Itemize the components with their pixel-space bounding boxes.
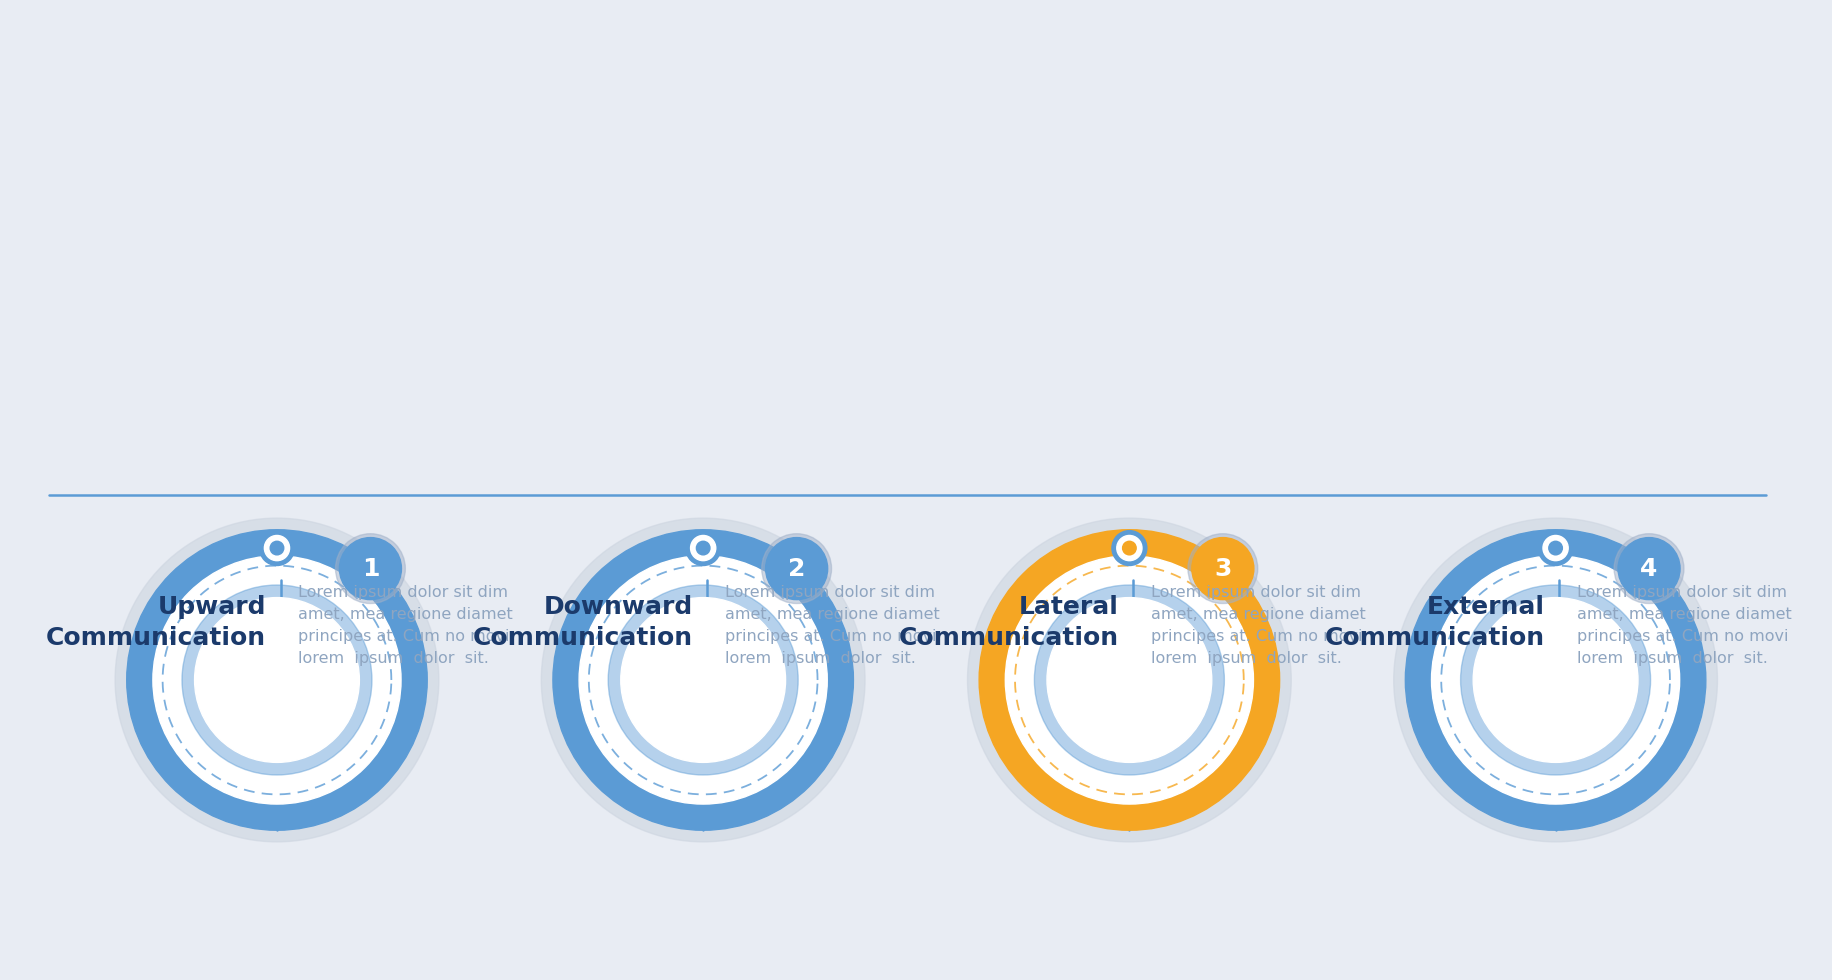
Circle shape xyxy=(1473,598,1638,762)
Circle shape xyxy=(115,518,440,842)
Circle shape xyxy=(264,535,289,561)
Text: 1: 1 xyxy=(361,557,379,580)
Text: Lorem ipsum dolor sit dim
amet, mea regione diamet
principes at. Cum no movi
lor: Lorem ipsum dolor sit dim amet, mea regi… xyxy=(299,585,513,666)
Circle shape xyxy=(181,585,372,775)
Circle shape xyxy=(967,518,1292,842)
Circle shape xyxy=(1193,538,1253,600)
Circle shape xyxy=(260,530,295,565)
Circle shape xyxy=(1431,556,1680,804)
Circle shape xyxy=(335,534,405,604)
Circle shape xyxy=(1618,538,1680,600)
Circle shape xyxy=(1548,541,1563,555)
Circle shape xyxy=(540,518,865,842)
Circle shape xyxy=(1006,556,1253,804)
Circle shape xyxy=(194,598,359,762)
Circle shape xyxy=(696,541,711,555)
Circle shape xyxy=(685,530,720,565)
Circle shape xyxy=(978,530,1279,830)
Text: 4: 4 xyxy=(1640,557,1658,580)
Text: Downward
Communication: Downward Communication xyxy=(473,595,692,650)
Circle shape xyxy=(691,535,716,561)
Circle shape xyxy=(579,556,828,804)
Text: Upward
Communication: Upward Communication xyxy=(46,595,266,650)
Circle shape xyxy=(1460,585,1651,775)
Circle shape xyxy=(1405,530,1706,830)
Circle shape xyxy=(269,541,284,555)
Text: Lateral
Communication: Lateral Communication xyxy=(898,595,1119,650)
Text: 2: 2 xyxy=(788,557,806,580)
Text: Lorem ipsum dolor sit dim
amet, mea regione diamet
principes at. Cum no movi
lor: Lorem ipsum dolor sit dim amet, mea regi… xyxy=(1150,585,1365,666)
Text: Lorem ipsum dolor sit dim
amet, mea regione diamet
principes at. Cum no movi
lor: Lorem ipsum dolor sit dim amet, mea regi… xyxy=(1577,585,1792,666)
Circle shape xyxy=(762,534,832,604)
Circle shape xyxy=(1539,530,1574,565)
Circle shape xyxy=(1112,530,1147,565)
Circle shape xyxy=(1123,541,1136,555)
Circle shape xyxy=(1187,534,1259,604)
Circle shape xyxy=(152,556,401,804)
Circle shape xyxy=(1118,535,1141,561)
Circle shape xyxy=(1035,585,1224,775)
Circle shape xyxy=(621,598,786,762)
Text: 3: 3 xyxy=(1215,557,1231,580)
Circle shape xyxy=(766,538,828,600)
Circle shape xyxy=(339,538,401,600)
Circle shape xyxy=(1046,598,1211,762)
Circle shape xyxy=(1614,534,1684,604)
Circle shape xyxy=(608,585,799,775)
Text: External
Communication: External Communication xyxy=(1325,595,1544,650)
Circle shape xyxy=(553,530,854,830)
Circle shape xyxy=(1394,518,1717,842)
Circle shape xyxy=(1543,535,1568,561)
Text: Lorem ipsum dolor sit dim
amet, mea regione diamet
principes at. Cum no movi
lor: Lorem ipsum dolor sit dim amet, mea regi… xyxy=(724,585,940,666)
Circle shape xyxy=(126,530,427,830)
